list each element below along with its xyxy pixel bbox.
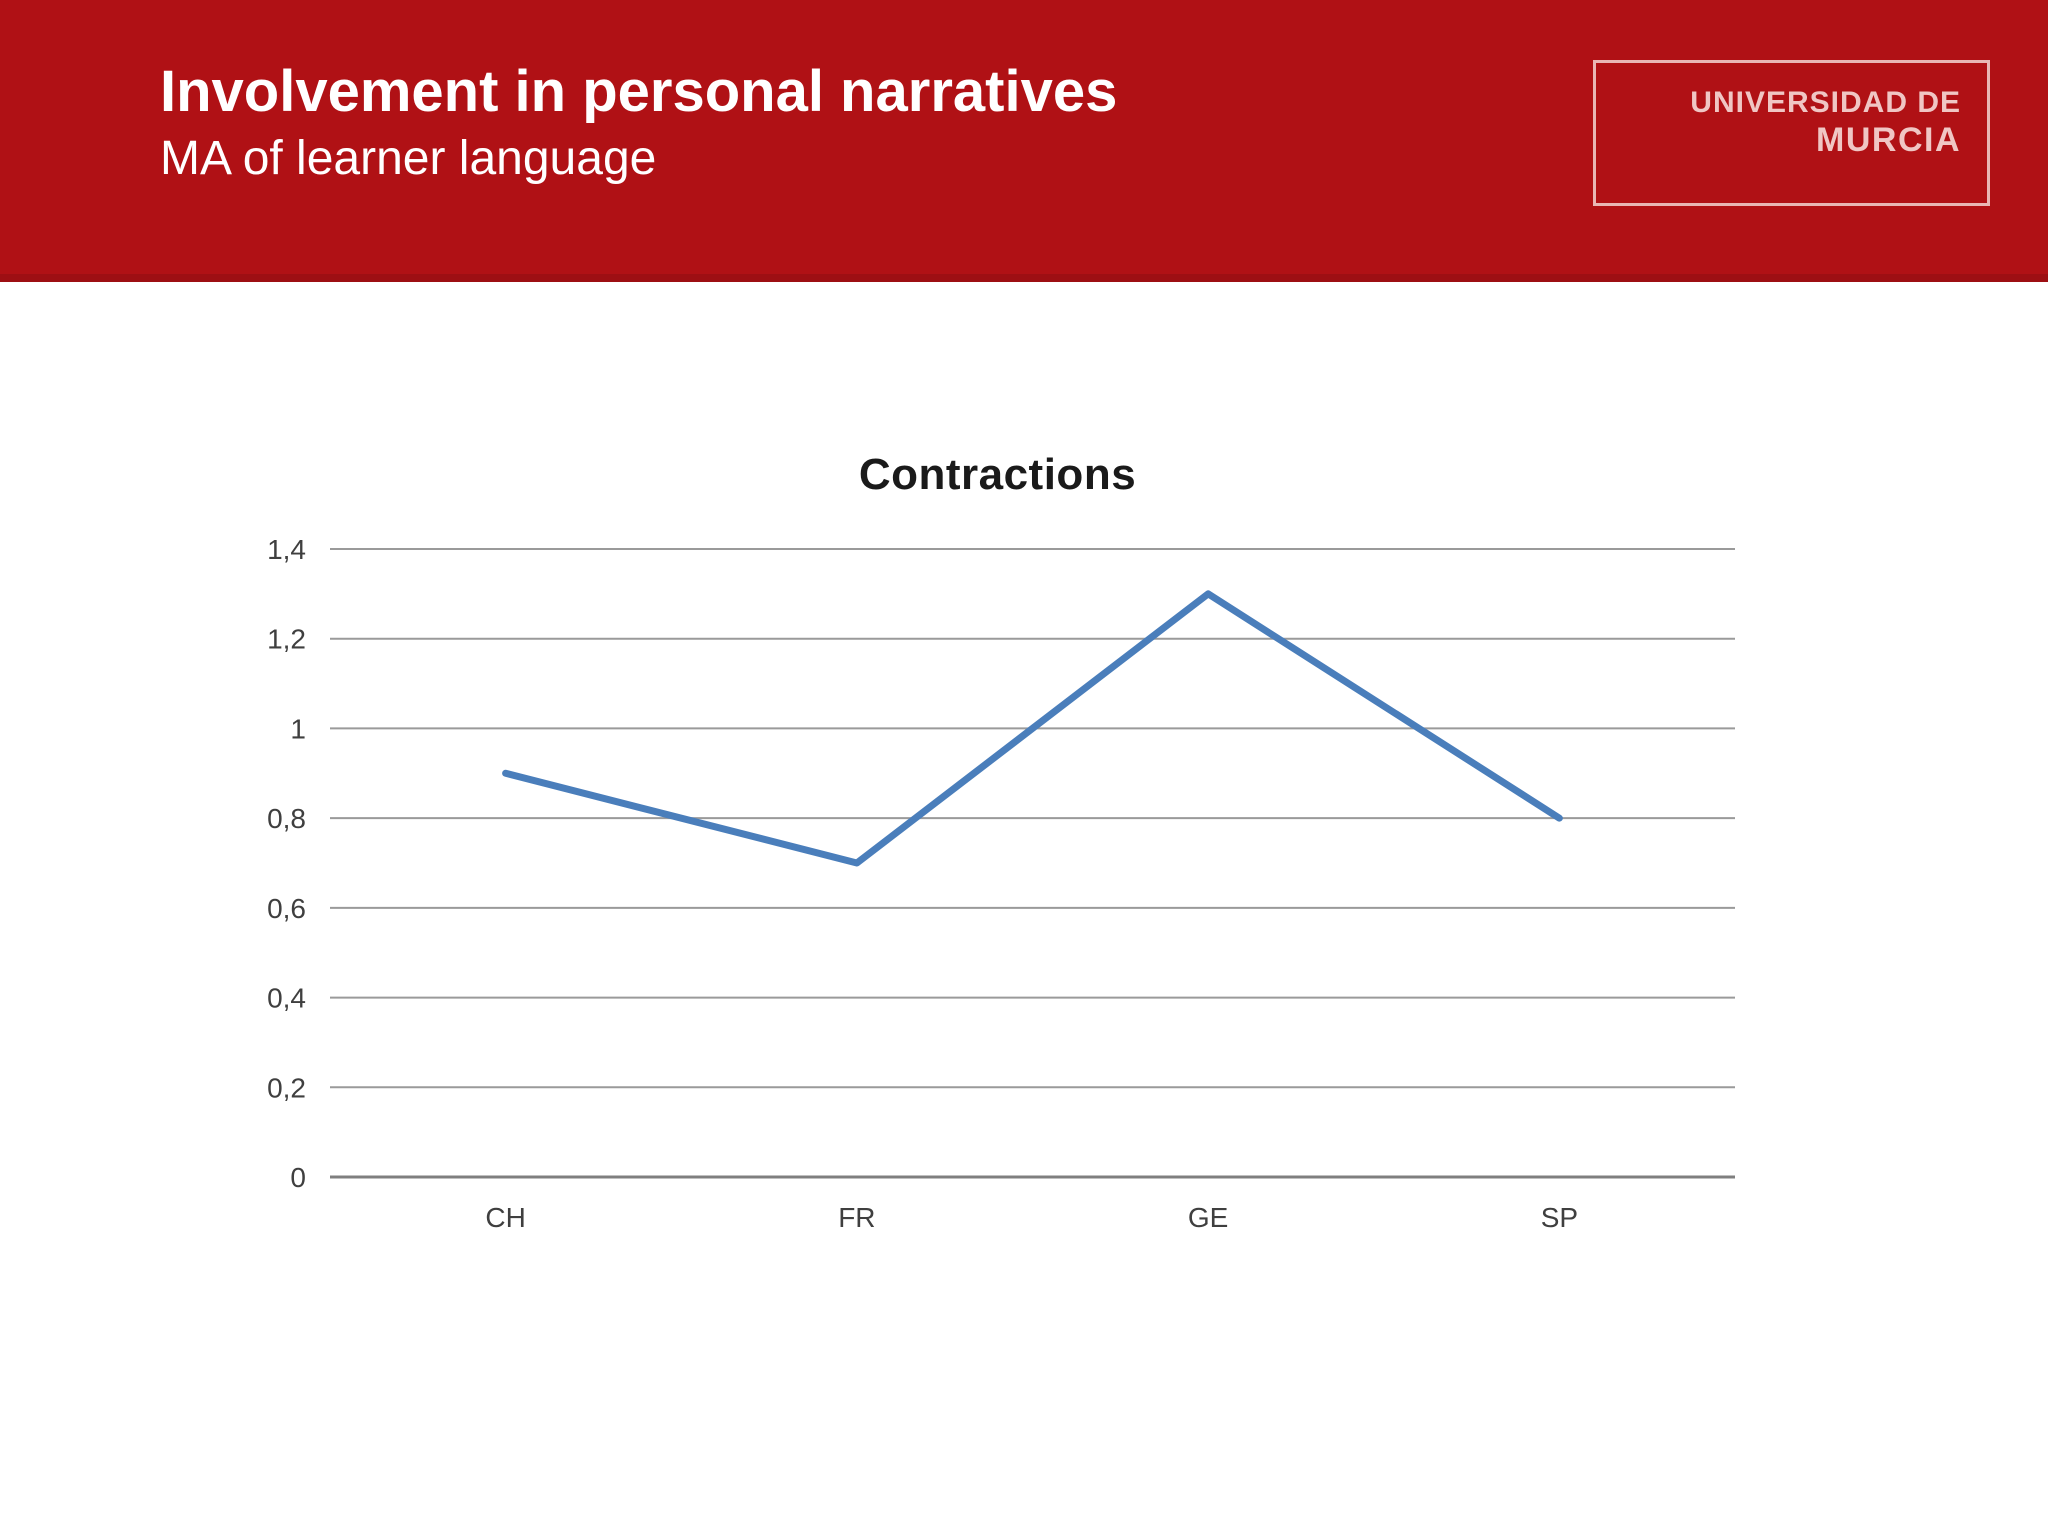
x-tick-label: FR (838, 1202, 875, 1233)
y-tick-label: 0,6 (267, 893, 306, 924)
header-banner: Involvement in personal narratives MA of… (0, 0, 2048, 282)
y-tick-label: 1,4 (267, 534, 306, 565)
slide-title: Involvement in personal narratives (160, 59, 1118, 124)
data-line-contractions (502, 590, 1563, 867)
x-tick-label: CH (485, 1202, 525, 1233)
y-tick-label: 0 (290, 1162, 306, 1193)
y-tick-label: 0,8 (267, 803, 306, 834)
logo-text-line2: MURCIA (1816, 120, 1961, 159)
logo-text-line1: UNIVERSIDAD DE (1690, 86, 1961, 119)
x-tick-label: GE (1188, 1202, 1228, 1233)
y-tick-label: 1,2 (267, 624, 306, 655)
university-logo: UNIVERSIDAD DE MURCIA (1593, 60, 1990, 206)
y-tick-label: 1 (290, 713, 306, 744)
y-tick-label: 0,4 (267, 983, 306, 1014)
y-tick-label: 0,2 (267, 1072, 306, 1103)
x-tick-label: SP (1541, 1202, 1578, 1233)
slide-subtitle: MA of learner language (160, 132, 657, 185)
chart-title: Contractions (858, 450, 1137, 499)
